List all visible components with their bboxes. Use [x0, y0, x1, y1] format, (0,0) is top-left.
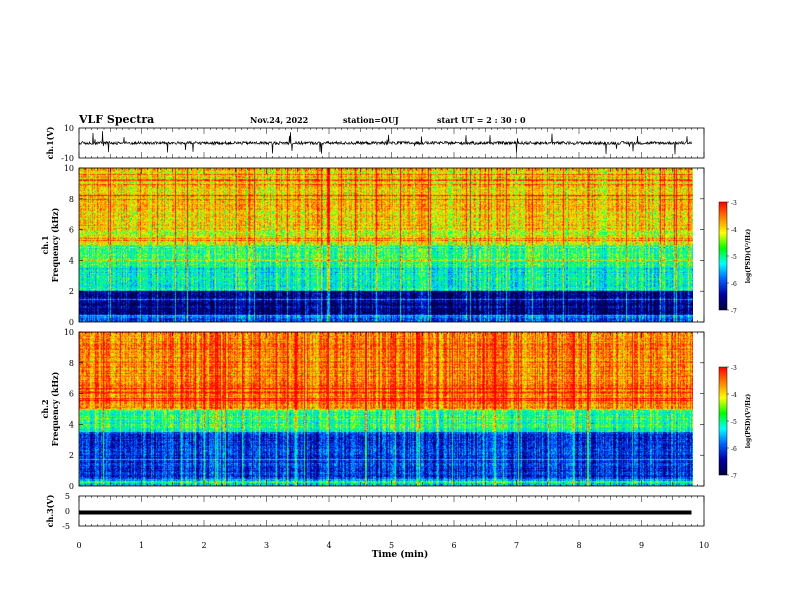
- spectrogram-ytick-label: 4: [69, 256, 74, 265]
- ch2-colorbar: -3 -4 -5 -6 -7 log(PSD)(V²/Hz): [719, 365, 752, 480]
- x-tick-label: 0: [76, 541, 81, 550]
- ch3-waveform-ylabel: ch.3(V): [45, 494, 55, 527]
- colorbar-label: log(PSD)(V²/Hz): [745, 394, 752, 449]
- spectrogram-ytick-label: 8: [69, 359, 74, 368]
- ch1-colorbar: -3 -4 -5 -6 -7 log(PSD)(V²/Hz): [719, 200, 752, 315]
- spectrogram-ytick-label: 4: [69, 420, 74, 429]
- colorbar-tick-label: -5: [731, 419, 737, 426]
- colorbar-tick-label: -7: [731, 473, 737, 480]
- x-tick-label: 3: [264, 541, 269, 550]
- x-axis-label: Time (min): [372, 549, 429, 560]
- colorbar-gradient: [719, 367, 727, 475]
- x-tick-label: 9: [639, 541, 644, 550]
- spectrogram-ytick-label: 6: [69, 390, 74, 399]
- ch1-spectrogram-ylabel2: Frequency (kHz): [50, 207, 60, 282]
- colorbar-tick-label: -6: [731, 281, 737, 288]
- ch3-ytick-bottom: -5: [62, 522, 70, 531]
- vlf-figure: VLF Spectra Nov.24, 2022 station=OUJ sta…: [0, 0, 792, 612]
- ch1-waveform-ylabel: ch.1(V): [45, 126, 55, 159]
- x-tick-label: 6: [451, 541, 456, 550]
- ch2-spectrogram-ylabel: ch.2: [40, 399, 50, 418]
- x-tick-label: 8: [576, 541, 581, 550]
- date-label: Nov.24, 2022: [250, 115, 308, 125]
- spectrogram-ytick-label: 10: [64, 328, 74, 337]
- x-tick-label: 1: [139, 541, 144, 550]
- x-tick-labels: 0 1 2 3 4 5 6 7 8 9 10: [76, 541, 709, 550]
- ch1-spectrogram-panel: 0 2 4 6 8 10 ch.1 Frequency (kHz): [40, 164, 704, 327]
- colorbar-tick-label: -4: [731, 392, 737, 399]
- x-tick-label: 2: [201, 541, 206, 550]
- x-tick-label: 5: [389, 541, 394, 550]
- colorbar-tick-label: -5: [731, 254, 737, 261]
- ch3-ytick-top: 5: [65, 492, 70, 501]
- x-tick-label: 10: [699, 541, 709, 550]
- spectrogram-ytick-label: 8: [69, 195, 74, 204]
- spectrogram-ytick-label: 0: [69, 318, 74, 327]
- ch1-ytick-top: 10: [64, 124, 74, 133]
- station-label: station=OUJ: [343, 115, 399, 125]
- ch2-spectrogram-ylabel2: Frequency (kHz): [50, 371, 60, 446]
- colorbar-tick-label: -7: [731, 308, 737, 315]
- ch1-spectrogram-image: [79, 168, 693, 322]
- spectrogram-ytick-label: 6: [69, 226, 74, 235]
- spectrogram-ytick-label: 2: [69, 287, 74, 296]
- spectrogram-ytick-label: 10: [64, 164, 74, 173]
- ch1-ytick-bottom: -10: [61, 154, 74, 163]
- spectrogram-ytick-label: 2: [69, 451, 74, 460]
- chart-title: VLF Spectra: [78, 113, 154, 126]
- spectrogram-ytick-label: 0: [69, 482, 74, 491]
- start-ut-label: start UT = 2 : 30 : 0: [437, 115, 526, 125]
- colorbar-tick-label: -3: [731, 365, 737, 372]
- ch2-spectrogram-image: [79, 332, 693, 486]
- ch1-spectrogram-ylabel: ch.1: [40, 235, 50, 254]
- colorbar-tick-label: -6: [731, 446, 737, 453]
- colorbar-gradient: [719, 202, 727, 310]
- ch2-spectrogram-panel: 0 2 4 6 8 10 ch.2 Frequency (kHz): [40, 328, 704, 491]
- x-tick-label: 4: [326, 541, 331, 550]
- x-tick-label: 7: [514, 541, 519, 550]
- colorbar-label: log(PSD)(V²/Hz): [745, 229, 752, 284]
- ch3-waveform-panel: 5 0 -5 ch.3(V): [45, 492, 704, 531]
- ch1-waveform-panel: 10 -10 ch.1(V): [45, 124, 704, 163]
- colorbar-tick-label: -4: [731, 227, 737, 234]
- colorbar-tick-label: -3: [731, 200, 737, 207]
- ch3-ytick-middle: 0: [65, 507, 70, 516]
